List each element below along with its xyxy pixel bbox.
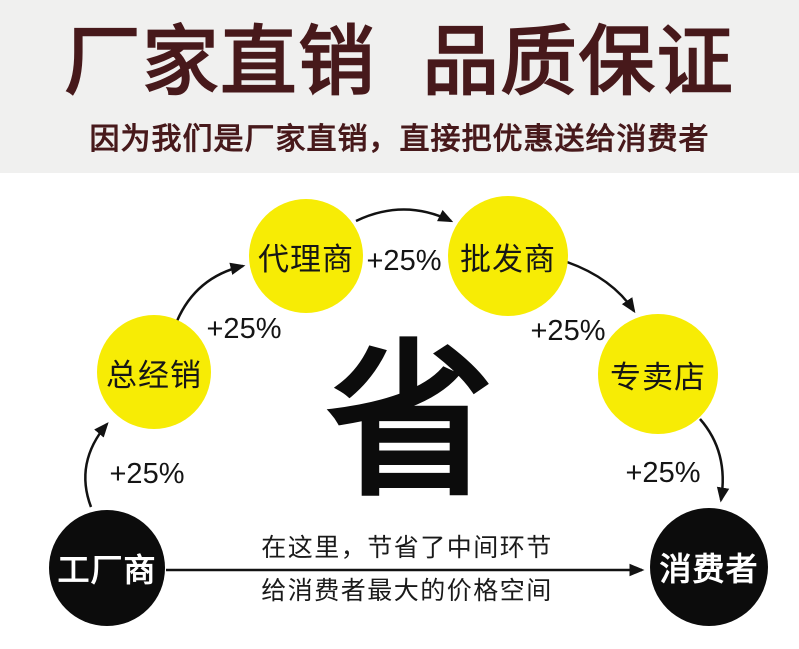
node-general-distributor: 总经销 — [97, 315, 211, 429]
node-specialty-store: 专卖店 — [598, 314, 718, 434]
caption-line-2: 给消费者最大的价格空间 — [261, 577, 553, 605]
markup-label-3: +25% — [366, 245, 442, 277]
node-factory-label: 工厂商 — [57, 552, 157, 588]
node-wholesaler-label: 批发商 — [460, 241, 556, 277]
arrow-agent-to-wholesaler — [355, 208, 454, 223]
node-consumer: 消费者 — [650, 508, 768, 626]
markup-label-2: +25% — [206, 313, 282, 345]
node-wholesaler: 批发商 — [448, 196, 568, 316]
markup-label-4: +25% — [530, 315, 606, 347]
arrow-wholesaler-to-store — [566, 260, 636, 314]
node-general-distributor-label: 总经销 — [106, 357, 202, 393]
node-consumer-label: 消费者 — [659, 551, 759, 587]
node-factory: 工厂商 — [49, 510, 165, 626]
save-character: 省 — [326, 328, 494, 516]
page-title: 厂家直销 品质保证 — [64, 20, 735, 105]
node-agent: 代理商 — [249, 199, 363, 313]
header-band: 厂家直销 品质保证 因为我们是厂家直销，直接把优惠送给消费者 — [0, 0, 799, 173]
node-agent-label: 代理商 — [258, 241, 354, 277]
page-subtitle: 因为我们是厂家直销，直接把优惠送给消费者 — [89, 123, 710, 156]
markup-label-1: +25% — [109, 458, 185, 490]
caption-line-1: 在这里，节省了中间环节 — [261, 534, 553, 562]
markup-label-5: +25% — [625, 457, 701, 489]
node-specialty-store-label: 专卖店 — [610, 359, 706, 395]
